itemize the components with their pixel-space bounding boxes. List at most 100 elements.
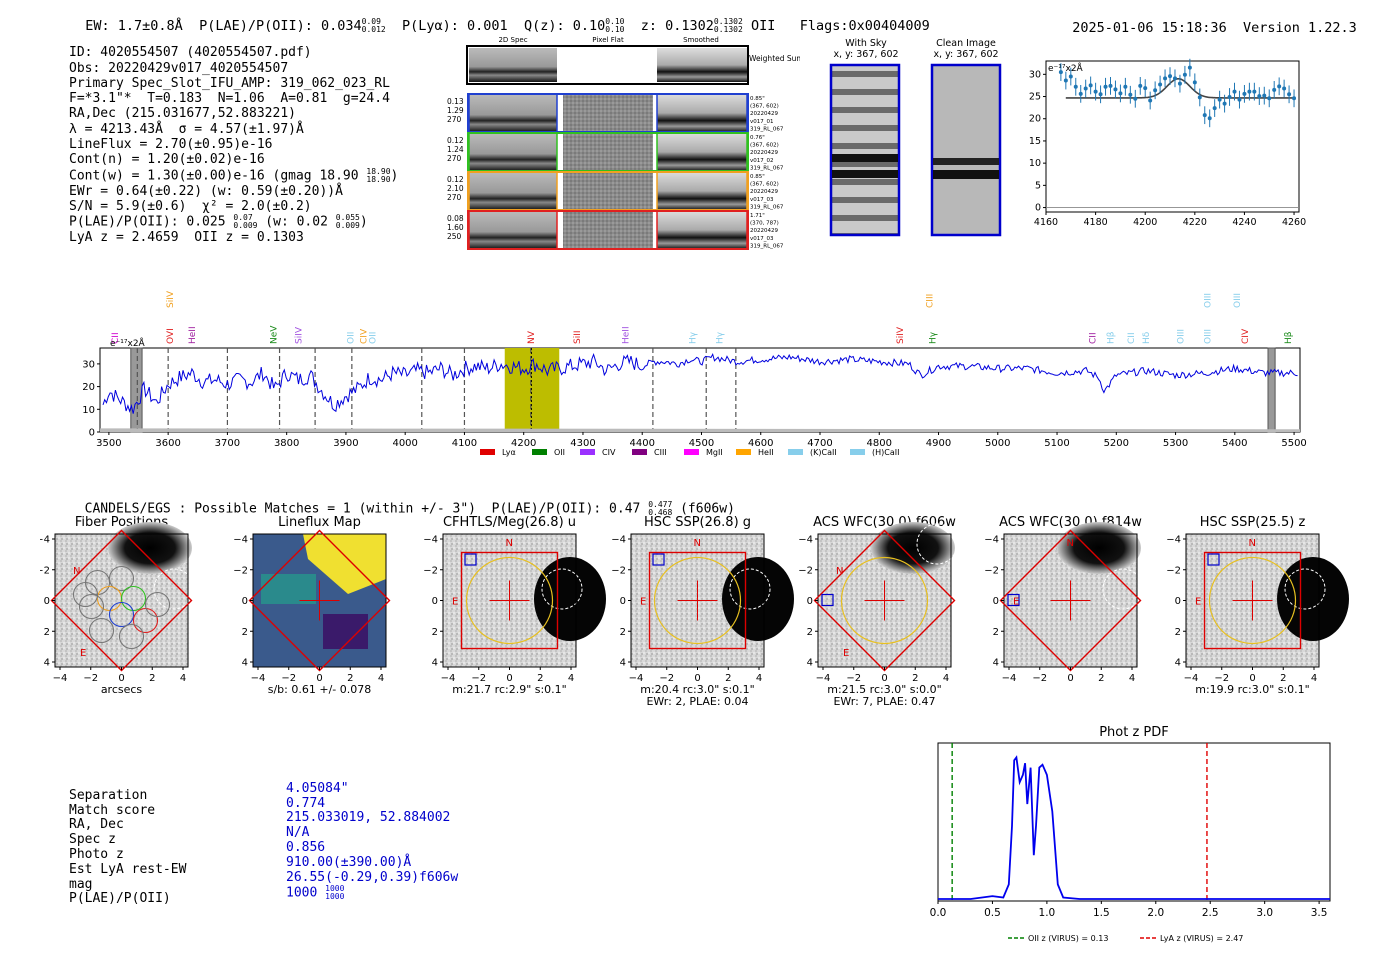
stamp-xtick-label: 0: [1067, 673, 1073, 684]
header-version: Version 1.22.3: [1242, 20, 1357, 36]
match-plae-lo: 1000: [325, 892, 345, 902]
line-fit-point: [1282, 86, 1287, 91]
spectrum-legend: Lyα OII CIV CIII MgII HeII (K)CaII (H)CaII: [480, 448, 899, 457]
fiber-box: [460, 551, 559, 650]
stamp-ytick-label: −4: [40, 535, 50, 546]
stamp-ytick-label: 4: [242, 658, 248, 669]
photz-xtick-label: 2.5: [1202, 907, 1219, 919]
line-fit-xtick-label: 4160: [1034, 217, 1058, 228]
with-sky-image: [829, 63, 901, 237]
line-fit-xtick-label: 4200: [1133, 217, 1157, 228]
stamp-xtick-label: 4: [1129, 673, 1135, 684]
header-plae-lo: 0.012: [361, 25, 386, 34]
bright-star: [1057, 522, 1141, 574]
line-fit-point: [1172, 76, 1177, 81]
line-fit-point: [1098, 92, 1103, 97]
info-plae-end: ): [359, 214, 368, 230]
cutout-row-pixelflat: [563, 172, 653, 210]
info-lineflux: LineFlux = 2.70(±0.95)e-16: [69, 137, 273, 153]
cutout-row-2dspec: [468, 132, 558, 172]
spectrum-line-label: CIII: [926, 294, 936, 308]
spectrum-line-label: OVI: [166, 328, 176, 344]
stamp-ytick-label: 0: [44, 596, 50, 607]
spectrum-line-label: OII: [369, 332, 379, 344]
compass-e: E: [452, 597, 458, 608]
cutout-row-info: 20220429: [750, 111, 778, 117]
fiber-box: [248, 529, 391, 672]
info-plae: P(LAE)/P(OII): 0.025: [69, 214, 226, 230]
cutout-row-smoothed: [656, 210, 748, 250]
spectrum-line-label: CIV: [360, 328, 370, 344]
stamp-ytick-label: −4: [798, 535, 813, 546]
compass-e: E: [1195, 597, 1201, 608]
spectrum-unit: e⁻¹⁷x2Å: [110, 337, 146, 349]
spectrum-legend-swatch: [788, 449, 803, 455]
spectrum-legend-swatch: [736, 449, 751, 455]
spectrum-legend-label: Lyα: [502, 448, 516, 457]
stamp-ytick-label: −2: [40, 565, 50, 576]
line-fit-point: [1212, 106, 1217, 111]
line-fit-point: [1232, 89, 1237, 94]
catalog-dashed-aperture: [729, 568, 771, 610]
line-fit-frame: [1045, 60, 1300, 213]
stamp-xtick-label: 4: [568, 673, 574, 684]
match-values: 4.05084" 0.774 215.033019, 52.884002 N/A 0.8…: [286, 767, 458, 916]
cutout-row-smoothed: [656, 171, 748, 211]
stamp-ytick-label: −2: [233, 565, 248, 576]
cutout-row-meta: 270: [447, 154, 462, 163]
stamp-ytick-label: 0: [807, 596, 813, 607]
compass-box: [652, 553, 665, 566]
spectrum-line-label: OII: [347, 332, 357, 344]
photz-xtick-label: 3.0: [1256, 907, 1273, 919]
weighted-sum-border: [466, 45, 749, 85]
spectrum-line-label: CIV: [1241, 328, 1251, 344]
stamp-ytick-label: 0: [432, 596, 438, 607]
stamp-xtick-label: −4: [53, 673, 68, 684]
line-fit-point: [1277, 84, 1282, 89]
info-plae-w-hi: 0.055: [335, 213, 360, 223]
stamp-xtick-label: −4: [816, 673, 831, 684]
stamp-xtick-label: 2: [1098, 673, 1104, 684]
info-contn: Cont(n) = 1.20(±0.02)e-16: [69, 152, 265, 168]
match-value-3: N/A: [286, 825, 310, 841]
clean-title: Clean Image x, y: 367, 602: [926, 38, 1006, 60]
cutout-row-info: 319_RL_067: [750, 243, 784, 249]
info-lambda: λ = 4213.43Å σ = 4.57(±1.97)Å: [69, 121, 304, 137]
stamp-ytick-label: −2: [611, 565, 626, 576]
compass-e: E: [1013, 597, 1019, 608]
spectrum-line-label: HeII: [188, 326, 198, 344]
cutout-row-meta: 0.12: [447, 175, 464, 184]
line-fit-point: [1088, 83, 1093, 88]
line-fit-point: [1123, 84, 1128, 89]
info-plae-lo: 0.009: [233, 221, 258, 231]
header-plae: P(LAE)/P(OII): 0.034: [199, 18, 362, 34]
line-fit-point: [1108, 83, 1113, 88]
line-fit-point: [1217, 97, 1222, 102]
spectrum-xtick-label: 4000: [392, 438, 417, 449]
stamp-xtick-label: −2: [659, 673, 674, 684]
stamp-xtick-label: 2: [537, 673, 543, 684]
match-value-7: 1000: [286, 885, 318, 901]
spectrum-legend-swatch: [850, 449, 865, 455]
clean-dark-band-1: [933, 158, 999, 165]
stamp-ytick-label: 4: [807, 658, 813, 669]
spectrum-xtick-label: 4200: [511, 438, 536, 449]
match-value-5: 910.00(±390.00)Å: [286, 854, 412, 870]
match-value-2: 215.033019, 52.884002: [286, 810, 451, 826]
cutout-row-info: v017_01: [750, 119, 774, 125]
stamp-xtick-label: 2: [347, 673, 353, 684]
compass-e: E: [640, 597, 646, 608]
stamp-xtick-label: −2: [83, 673, 98, 684]
photz-legend-label: OII z (VIRUS) = 0.13: [1028, 934, 1108, 943]
stamp-xtick-label: 4: [378, 673, 384, 684]
catalog-dashed-aperture: [541, 568, 583, 610]
bright-star: [108, 522, 192, 574]
stamp-ytick-label: −4: [984, 535, 999, 546]
cutout-row-meta: 250: [447, 232, 462, 241]
info-sn: S/N = 5.9(±0.6) χ² = 2.0(±0.2): [69, 198, 312, 214]
compass-n: N: [73, 566, 80, 577]
cutout-row-border: [467, 210, 749, 250]
info-contw-end: ): [390, 168, 399, 184]
compass-n: N: [1249, 538, 1256, 549]
